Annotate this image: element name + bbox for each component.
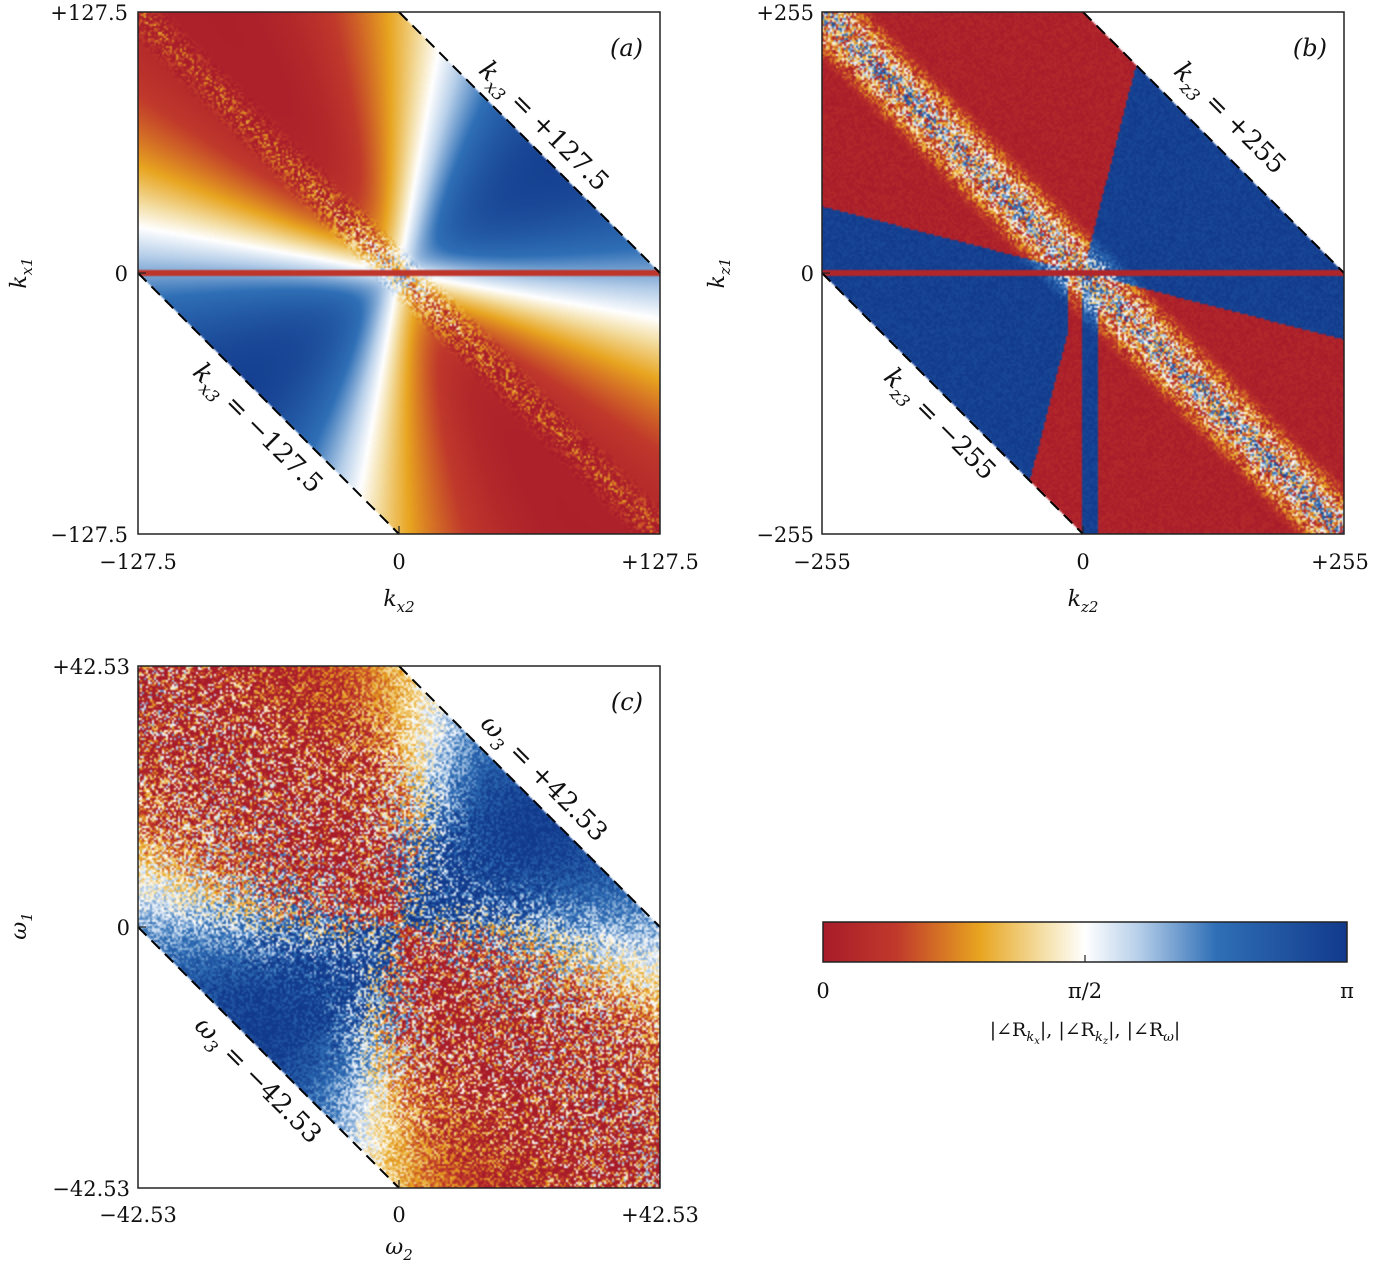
plot-area-a: (a) kx3 = +127.5 kx3 = −127.5	[137, 11, 661, 535]
y-tick-b-mid: 0	[801, 262, 814, 286]
y-tick-a-mid: 0	[115, 262, 128, 286]
diagonal-lower-c	[137, 926, 400, 1189]
diagonal-lower-a	[137, 272, 400, 535]
panel-tag-c: (c)	[611, 688, 643, 716]
y-tick-b-top: +255	[756, 1, 814, 25]
x-tick-b-right: +255	[1311, 550, 1369, 574]
x-tick-c-right: +42.53	[621, 1203, 699, 1227]
panel-c: (c) ω3 = +42.53 ω3 = −42.53 +42.53 0 −42…	[7, 655, 699, 1264]
x-axis-label-c: ω2	[385, 1235, 413, 1264]
plot-area-c: (c) ω3 = +42.53 ω3 = −42.53	[137, 665, 661, 1189]
y-axis-label-c: ω1	[7, 912, 36, 940]
panel-tag-a: (a)	[610, 34, 643, 62]
x-tick-b-left: −255	[793, 550, 851, 574]
plot-area-b: (b) kz3 = +255 kz3 = −255	[821, 11, 1345, 535]
y-tick-b-bottom: −255	[756, 523, 814, 547]
colorbar-tick-half-pi: π/2	[1068, 979, 1102, 1003]
diagonal-upper-b	[1082, 11, 1345, 274]
colorbar-label: |∠Rkx|, |∠Rkz|, |∠Rω|	[990, 1019, 1181, 1047]
y-tick-c-mid: 0	[117, 916, 130, 940]
y-tick-a-top: +127.5	[50, 1, 128, 25]
colorbar: 0 π/2 π |∠Rkx|, |∠Rkz|, |∠Rω|	[816, 921, 1354, 1047]
x-axis-label-b: kz2	[1068, 587, 1099, 616]
diagonal-upper-a	[398, 11, 661, 274]
x-tick-a-left: −127.5	[99, 550, 177, 574]
y-axis-label-b: kz1	[705, 258, 734, 289]
diagonal-lower-b	[821, 272, 1084, 535]
heatmap-b	[822, 12, 1344, 534]
panel-b: (b) kz3 = +255 kz3 = −255 +255 0 −255 −2…	[705, 1, 1369, 616]
y-tick-a-bottom: −127.5	[50, 523, 128, 547]
heatmap-a	[138, 12, 660, 534]
y-tick-c-top: +42.53	[52, 655, 130, 679]
x-axis-label-a: kx2	[383, 587, 414, 616]
panel-a: (a) kx3 = +127.5 kx3 = −127.5 +127.5 0 −…	[7, 1, 699, 616]
x-tick-b-mid: 0	[1076, 550, 1089, 574]
y-axis-label-a: kx1	[7, 257, 36, 288]
colorbar-tick-0: 0	[816, 979, 829, 1003]
y-tick-c-bottom: −42.53	[52, 1177, 130, 1201]
x-tick-a-right: +127.5	[621, 550, 699, 574]
x-tick-c-left: −42.53	[99, 1203, 177, 1227]
x-tick-a-mid: 0	[392, 550, 405, 574]
diagonal-upper-c	[398, 665, 661, 928]
panel-tag-b: (b)	[1293, 34, 1327, 62]
heatmap-c	[138, 666, 660, 1188]
x-tick-c-mid: 0	[392, 1203, 405, 1227]
colorbar-tick-pi: π	[1340, 979, 1354, 1003]
